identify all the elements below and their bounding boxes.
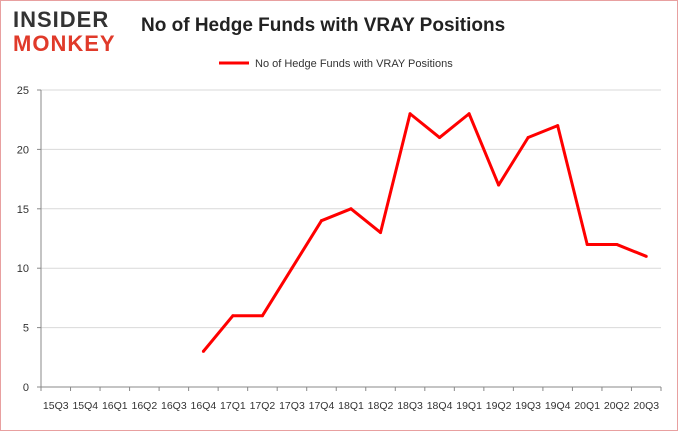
data-point xyxy=(290,266,294,270)
x-tick-label: 19Q1 xyxy=(456,400,482,412)
x-tick-label: 16Q3 xyxy=(161,400,187,412)
data-point xyxy=(497,183,501,187)
chart-title: No of Hedge Funds with VRAY Positions xyxy=(141,15,506,36)
data-point xyxy=(319,219,323,223)
series-line xyxy=(202,112,647,353)
y-tick-label: 0 xyxy=(23,382,29,394)
x-tick-label: 18Q4 xyxy=(427,400,453,412)
data-point xyxy=(615,242,619,246)
x-tick-label: 20Q3 xyxy=(633,400,659,412)
y-tick-label: 20 xyxy=(17,144,29,156)
x-tick-label: 18Q2 xyxy=(368,400,394,412)
data-point xyxy=(526,136,530,140)
y-tick-label: 10 xyxy=(17,263,29,275)
x-tick-label: 19Q4 xyxy=(545,400,571,412)
data-point xyxy=(201,349,205,353)
x-tick-label: 15Q3 xyxy=(43,400,69,412)
y-tick-label: 25 xyxy=(17,85,29,97)
logo-monkey: MONKEY xyxy=(13,31,116,56)
x-tick-label: 19Q2 xyxy=(486,400,512,412)
x-tick-label: 20Q1 xyxy=(574,400,600,412)
y-tick-label: 15 xyxy=(17,204,29,216)
x-tick-label: 20Q2 xyxy=(604,400,630,412)
data-point xyxy=(379,231,383,235)
data-point xyxy=(438,136,442,140)
data-point xyxy=(556,124,560,128)
data-point xyxy=(231,314,235,318)
x-tick-label: 17Q3 xyxy=(279,400,305,412)
x-tick-label: 16Q2 xyxy=(131,400,157,412)
data-point xyxy=(408,112,412,116)
x-tick-label: 17Q4 xyxy=(309,400,335,412)
x-tick-label: 16Q4 xyxy=(191,400,217,412)
data-point xyxy=(644,254,648,258)
x-tick-label: 18Q3 xyxy=(397,400,423,412)
data-point xyxy=(260,314,264,318)
data-point xyxy=(585,242,589,246)
data-point xyxy=(467,112,471,116)
x-tick-label: 15Q4 xyxy=(72,400,98,412)
data-point xyxy=(349,207,353,211)
logo-insider: INSIDER xyxy=(13,7,110,32)
x-tick-label: 16Q1 xyxy=(102,400,128,412)
legend-label: No of Hedge Funds with VRAY Positions xyxy=(255,58,453,70)
x-tick-label: 19Q3 xyxy=(515,400,541,412)
x-tick-label: 17Q1 xyxy=(220,400,246,412)
x-tick-label: 18Q1 xyxy=(338,400,364,412)
y-tick-label: 5 xyxy=(23,323,29,335)
x-tick-label: 17Q2 xyxy=(250,400,276,412)
